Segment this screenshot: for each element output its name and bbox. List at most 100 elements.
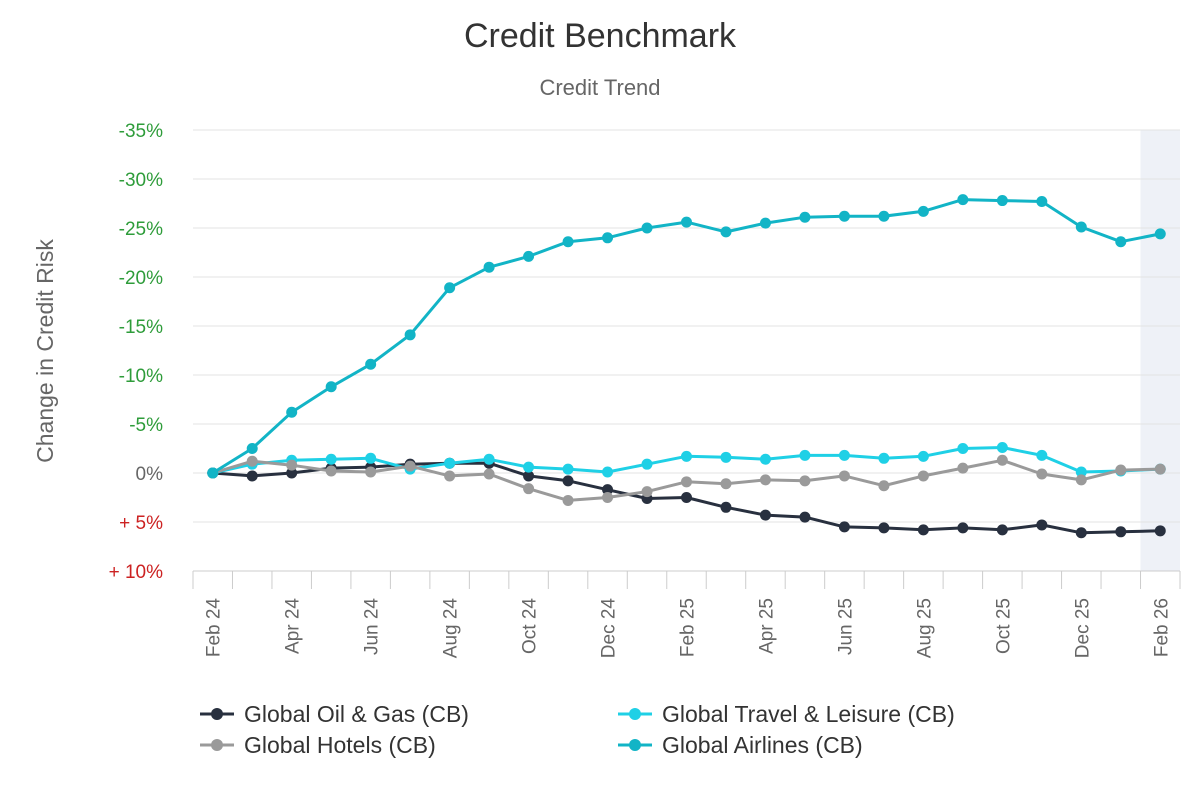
y-tick-label: -5% bbox=[129, 415, 163, 436]
data-point bbox=[720, 478, 732, 490]
y-tick-label: -35% bbox=[119, 121, 163, 142]
data-point bbox=[878, 452, 890, 464]
chart-title: Credit Benchmark bbox=[464, 17, 737, 55]
y-tick-label: -15% bbox=[119, 317, 163, 338]
x-tick-label: Apr 25 bbox=[756, 598, 777, 654]
data-point bbox=[878, 480, 890, 492]
data-point bbox=[365, 466, 377, 478]
data-point bbox=[799, 511, 811, 523]
data-point bbox=[1115, 464, 1127, 476]
legend-label: Global Oil & Gas (CB) bbox=[244, 701, 469, 727]
data-point bbox=[1115, 236, 1127, 248]
data-point bbox=[1154, 228, 1166, 240]
data-point bbox=[325, 381, 337, 393]
data-point bbox=[799, 475, 811, 487]
data-point bbox=[562, 494, 574, 506]
x-tick-label: Aug 24 bbox=[441, 598, 462, 659]
data-point bbox=[641, 486, 653, 498]
data-point bbox=[602, 232, 614, 244]
data-point bbox=[799, 449, 811, 461]
data-point bbox=[1115, 526, 1127, 538]
x-tick-label: Feb 25 bbox=[678, 598, 699, 657]
x-tick-label: Dec 24 bbox=[599, 598, 620, 659]
data-point bbox=[838, 470, 850, 482]
data-point bbox=[996, 524, 1008, 536]
data-point bbox=[838, 210, 850, 222]
y-tick-label: + 5% bbox=[119, 513, 163, 534]
plot-area: -35% -30% -25% -20% -15% -10% -5% 0% + 5% + 10% Fe… bbox=[109, 121, 1181, 659]
data-point bbox=[759, 217, 771, 229]
legend-marker bbox=[629, 739, 641, 751]
series-3 bbox=[207, 194, 1166, 479]
legend-marker bbox=[211, 708, 223, 720]
data-point bbox=[1075, 466, 1087, 478]
legend-item: Global Airlines (CB) bbox=[618, 732, 863, 758]
y-tick-label: -20% bbox=[119, 268, 163, 289]
legend-item: Global Oil & Gas (CB) bbox=[200, 701, 469, 727]
legend-label: Global Airlines (CB) bbox=[662, 732, 863, 758]
x-tick-label: Jun 25 bbox=[835, 598, 856, 655]
x-tick-label: Dec 25 bbox=[1072, 598, 1093, 658]
data-point bbox=[523, 461, 535, 473]
data-point bbox=[404, 329, 416, 341]
legend-item: Global Travel & Leisure (CB) bbox=[618, 701, 955, 727]
data-point bbox=[720, 501, 732, 513]
series-0 bbox=[207, 457, 1166, 539]
data-point bbox=[1036, 196, 1048, 208]
data-point bbox=[917, 524, 929, 536]
data-point bbox=[602, 484, 614, 496]
data-point bbox=[286, 467, 298, 479]
data-point bbox=[286, 459, 298, 471]
data-point bbox=[1036, 519, 1048, 531]
data-point bbox=[444, 470, 456, 482]
y-tick-label: 0% bbox=[136, 464, 164, 485]
data-point bbox=[523, 470, 535, 482]
data-point bbox=[878, 210, 890, 222]
data-point bbox=[759, 474, 771, 486]
data-point bbox=[838, 521, 850, 533]
legend-label: Global Hotels (CB) bbox=[244, 732, 436, 758]
chart-subtitle: Credit Trend bbox=[539, 75, 660, 100]
legend-label: Global Travel & Leisure (CB) bbox=[662, 701, 955, 727]
data-point bbox=[957, 462, 969, 474]
data-point bbox=[1075, 527, 1087, 539]
legend: Global Oil & Gas (CB) Global Travel & Lei… bbox=[200, 701, 955, 758]
current-period-highlight bbox=[1140, 130, 1180, 571]
data-point bbox=[444, 282, 456, 294]
data-point bbox=[1075, 221, 1087, 233]
data-point bbox=[759, 509, 771, 521]
data-point bbox=[523, 483, 535, 495]
legend-item: Global Hotels (CB) bbox=[200, 732, 436, 758]
data-point bbox=[1154, 463, 1166, 475]
data-point bbox=[246, 455, 258, 467]
series-line bbox=[211, 198, 1162, 475]
data-point bbox=[523, 250, 535, 262]
data-point bbox=[878, 522, 890, 534]
data-point bbox=[483, 261, 495, 273]
data-point bbox=[444, 457, 456, 469]
data-point bbox=[681, 450, 692, 462]
data-point bbox=[996, 454, 1008, 466]
data-point bbox=[996, 442, 1008, 454]
data-point bbox=[681, 492, 692, 503]
x-tick-label: Feb 26 bbox=[1151, 598, 1172, 657]
data-point bbox=[404, 460, 416, 472]
data-point bbox=[365, 358, 377, 370]
data-point bbox=[286, 406, 298, 418]
data-point bbox=[562, 463, 574, 475]
x-tick-label: Oct 25 bbox=[993, 598, 1014, 654]
y-tick-label: -25% bbox=[119, 219, 163, 240]
data-point bbox=[1075, 474, 1087, 486]
data-point bbox=[681, 216, 692, 228]
data-point bbox=[957, 522, 969, 534]
x-tick-label: Jun 24 bbox=[362, 598, 383, 655]
data-point bbox=[720, 451, 732, 463]
data-point bbox=[483, 453, 495, 465]
data-point bbox=[483, 468, 495, 480]
x-tick-label: Feb 24 bbox=[204, 598, 225, 658]
data-point bbox=[917, 470, 929, 482]
data-point bbox=[996, 195, 1008, 207]
data-point bbox=[917, 205, 929, 217]
data-point bbox=[246, 470, 258, 482]
